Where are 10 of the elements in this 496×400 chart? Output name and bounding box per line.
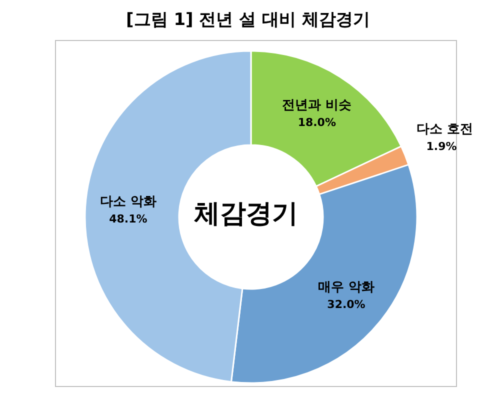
slice-label: 전년과 비슷: [282, 98, 352, 114]
slice-label: 다소 호전: [416, 122, 473, 137]
data-label: 32.0%: [327, 298, 366, 311]
chart-title: [그림 1] 전년 설 대비 체감경기: [125, 9, 371, 31]
slice-label: 매우 악화: [318, 280, 375, 295]
data-label: 48.1%: [109, 212, 148, 226]
text: 체감경기: [194, 199, 298, 229]
slice-label: 다소 악화: [100, 194, 156, 210]
data-label: 18.0%: [298, 116, 336, 130]
data-label: 1.9%: [426, 140, 457, 153]
